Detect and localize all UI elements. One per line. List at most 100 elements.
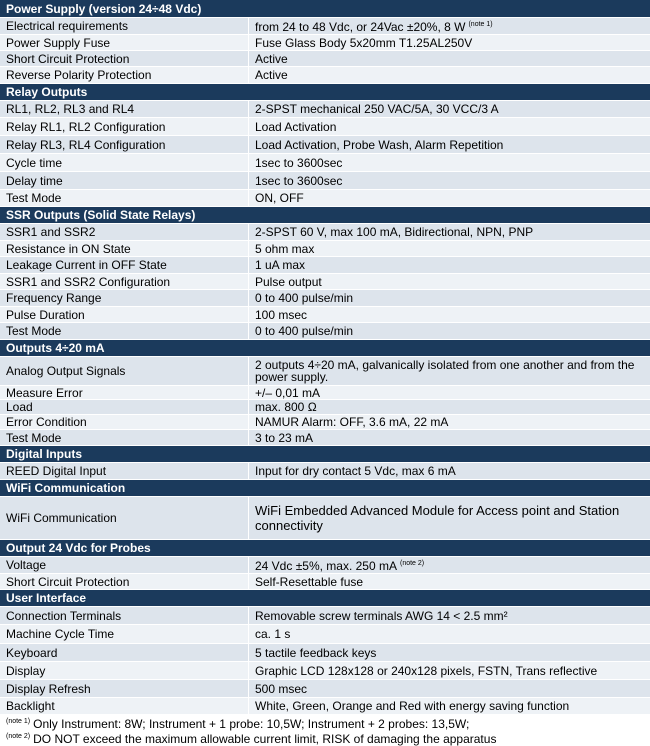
- spec-value: 500 msec: [248, 680, 650, 697]
- note-ref: (note 2): [399, 560, 425, 567]
- spec-value-text: WiFi Embedded Advanced Module for Access…: [255, 503, 620, 533]
- spec-row: Display Refresh 500 msec: [0, 680, 650, 698]
- spec-value: Load Activation: [248, 118, 650, 135]
- spec-value-text: +/– 0,01 mA: [255, 385, 321, 400]
- spec-label: Short Circuit Protection: [6, 51, 130, 66]
- spec-value-text: NAMUR Alarm: OFF, 3.6 mA, 22 mA: [255, 415, 449, 429]
- spec-value: 2-SPST 60 V, max 100 mA, Bidirectional, …: [248, 224, 650, 240]
- spec-value-text: ca. 1 s: [255, 627, 291, 641]
- spec-label: Keyboard: [6, 645, 58, 660]
- spec-value: 5 tactile feedback keys: [248, 644, 650, 661]
- spec-value-text: max. 800 Ω: [255, 400, 317, 414]
- spec-row: Keyboard 5 tactile feedback keys: [0, 644, 650, 662]
- spec-row: Relay RL1, RL2 Configuration Load Activat…: [0, 118, 650, 136]
- footnote-marker: (note 1): [6, 718, 31, 725]
- spec-row: RL1, RL2, RL3 and RL4 2-SPST mechanical 2…: [0, 101, 650, 118]
- spec-value: NAMUR Alarm: OFF, 3.6 mA, 22 mA: [248, 415, 650, 429]
- spec-value: 1 uA max: [248, 257, 650, 273]
- section-header: Power Supply (version 24÷48 Vdc): [0, 0, 650, 18]
- spec-value-text: Fuse Glass Body 5x20mm T1.25AL250V: [255, 35, 473, 50]
- spec-value-text: Self-Resettable fuse: [255, 574, 364, 589]
- spec-row: Reverse Polarity Protection Active: [0, 67, 650, 84]
- spec-value-text: ON, OFF: [255, 191, 304, 205]
- spec-label: Load: [6, 400, 33, 414]
- section-header: WiFi Communication: [0, 480, 650, 497]
- spec-label: Relay RL1, RL2 Configuration: [6, 119, 166, 134]
- spec-row: Frequency Range 0 to 400 pulse/min: [0, 290, 650, 307]
- spec-row: Test Mode ON, OFF: [0, 190, 650, 207]
- spec-label: Cycle time: [6, 155, 63, 170]
- spec-label: Power Supply Fuse: [6, 35, 111, 50]
- spec-label: Resistance in ON State: [6, 241, 131, 256]
- spec-value: 0 to 400 pulse/min: [248, 290, 650, 306]
- spec-value-text: 2-SPST mechanical 250 VAC/5A, 30 VCC/3 A: [255, 102, 499, 116]
- spec-label: Reverse Polarity Protection: [6, 68, 152, 82]
- spec-row: Display Graphic LCD 128x128 or 240x128 pi…: [0, 662, 650, 680]
- spec-label: Pulse Duration: [6, 307, 85, 322]
- spec-row: Voltage 24 Vdc ±5%, max. 250 mA (note 2): [0, 557, 650, 574]
- section-header: Outputs 4÷20 mA: [0, 340, 650, 357]
- spec-value: 24 Vdc ±5%, max. 250 mA (note 2): [248, 557, 650, 573]
- spec-value-text: White, Green, Orange and Red with energy…: [255, 699, 570, 713]
- spec-value-text: Load Activation: [255, 119, 337, 134]
- spec-label: Backlight: [6, 699, 55, 713]
- spec-value: 3 to 23 mA: [248, 430, 650, 445]
- spec-value: ca. 1 s: [248, 625, 650, 643]
- spec-label: Connection Terminals: [6, 608, 122, 623]
- footnote-marker: (note 2): [6, 733, 31, 740]
- spec-value-text: 100 msec: [255, 307, 308, 322]
- footnote-text: Only Instrument: 8W; Instrument + 1 prob…: [33, 717, 470, 731]
- footnote-text: DO NOT exceed the maximum allowable curr…: [33, 732, 497, 746]
- spec-value: 100 msec: [248, 307, 650, 322]
- spec-value: from 24 to 48 Vdc, or 24Vac ±20%, 8 W (no…: [248, 18, 650, 34]
- spec-value: 2 outputs 4÷20 mA, galvanically isolated…: [248, 357, 650, 385]
- section-header: SSR Outputs (Solid State Relays): [0, 207, 650, 224]
- spec-value: 2-SPST mechanical 250 VAC/5A, 30 VCC/3 A: [248, 101, 650, 117]
- spec-value: Removable screw terminals AWG 14 < 2.5 m…: [248, 607, 650, 624]
- spec-row: Load max. 800 Ω: [0, 400, 650, 415]
- spec-value-text: 0 to 400 pulse/min: [255, 324, 354, 338]
- spec-value-text: 24 Vdc ±5%, max. 250 mA (note 2): [255, 559, 425, 573]
- spec-label: Error Condition: [6, 415, 87, 429]
- spec-value-text: 3 to 23 mA: [255, 430, 314, 445]
- spec-value-text: Input for dry contact 5 Vdc, max 6 mA: [255, 464, 456, 478]
- spec-value-text: Active: [255, 51, 288, 66]
- spec-value: +/– 0,01 mA: [248, 386, 650, 399]
- spec-label: Test Mode: [6, 430, 62, 445]
- spec-value: 5 ohm max: [248, 241, 650, 256]
- spec-row: WiFi Communication WiFi Embedded Advanced…: [0, 497, 650, 540]
- spec-label: WiFi Communication: [6, 511, 117, 525]
- spec-value-text: Removable screw terminals AWG 14 < 2.5 m…: [255, 608, 508, 623]
- spec-value-text: 1sec to 3600sec: [255, 173, 343, 188]
- spec-row: Measure Error +/– 0,01 mA: [0, 386, 650, 400]
- spec-row: Relay RL3, RL4 Configuration Load Activat…: [0, 136, 650, 154]
- spec-label: Machine Cycle Time: [6, 627, 115, 641]
- spec-row: Cycle time 1sec to 3600sec: [0, 154, 650, 172]
- spec-value: 0 to 400 pulse/min: [248, 323, 650, 339]
- spec-row: SSR1 and SSR2 Configuration Pulse output: [0, 274, 650, 290]
- section-header: Output 24 Vdc for Probes: [0, 540, 650, 557]
- spec-label: Short Circuit Protection: [6, 574, 130, 589]
- spec-row: Test Mode 3 to 23 mA: [0, 430, 650, 446]
- spec-label: RL1, RL2, RL3 and RL4: [6, 102, 135, 116]
- footnote: (note 1) Only Instrument: 8W; Instrument …: [6, 717, 469, 731]
- section-header: User Interface: [0, 590, 650, 607]
- spec-row: REED Digital Input Input for dry contact …: [0, 463, 650, 480]
- spec-row: Machine Cycle Time ca. 1 s: [0, 625, 650, 644]
- spec-label: Measure Error: [6, 385, 83, 400]
- spec-row: Leakage Current in OFF State 1 uA max: [0, 257, 650, 274]
- spec-label: Display Refresh: [6, 681, 91, 696]
- spec-value-text: Active: [255, 68, 288, 82]
- spec-value-text: 5 tactile feedback keys: [255, 645, 377, 660]
- spec-label: Display: [6, 663, 46, 678]
- spec-value-text: 1 uA max: [255, 258, 306, 272]
- spec-label: Test Mode: [6, 191, 62, 205]
- spec-value-text: Load Activation, Probe Wash, Alarm Repet…: [255, 137, 504, 152]
- spec-row: Electrical requirements from 24 to 48 Vdc…: [0, 18, 650, 35]
- spec-value-text: 500 msec: [255, 681, 308, 696]
- spec-label: Voltage: [6, 558, 47, 572]
- spec-row: Short Circuit Protection Self-Resettable …: [0, 574, 650, 590]
- spec-row: Resistance in ON State 5 ohm max: [0, 241, 650, 257]
- spec-label: Analog Output Signals: [6, 364, 126, 378]
